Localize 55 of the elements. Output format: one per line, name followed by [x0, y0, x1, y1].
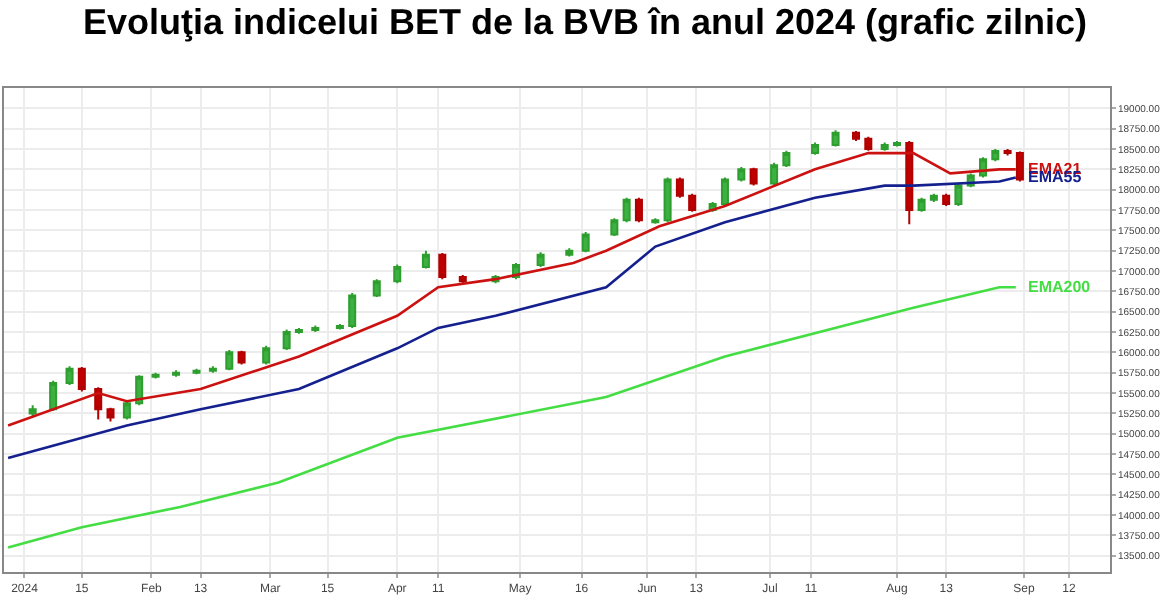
candlestick	[49, 379, 58, 411]
candlestick	[929, 192, 938, 203]
candlestick	[536, 251, 545, 268]
candlestick	[294, 326, 303, 335]
candlestick	[770, 161, 779, 187]
candlestick	[311, 324, 320, 334]
candlestick	[610, 217, 619, 238]
candlestick	[852, 130, 861, 142]
candlestick	[782, 149, 791, 168]
candlestick	[438, 252, 447, 281]
candlestick	[282, 328, 291, 351]
candlestick	[581, 230, 590, 254]
candlestick	[942, 192, 951, 207]
candlestick	[106, 406, 115, 423]
candlestick	[880, 141, 889, 152]
candlestick	[892, 139, 901, 148]
candlestick	[917, 196, 926, 213]
line-series	[6, 151, 1018, 427]
candlestick	[28, 404, 37, 419]
candlestick	[225, 348, 234, 372]
candlestick	[348, 291, 357, 329]
candlestick	[688, 192, 697, 213]
candlestick	[905, 139, 914, 226]
series-label: EMA200	[1028, 278, 1092, 296]
candlestick	[77, 366, 86, 393]
candlestick	[720, 176, 729, 207]
line-series	[6, 176, 1018, 460]
candlestick	[831, 129, 840, 148]
candlestick	[954, 182, 963, 207]
chart-title: Evoluţia indicelui BET de la BVB în anul 2024 (grafic zilnic)	[82, 2, 1088, 43]
candlestick	[749, 166, 758, 187]
candlestick	[565, 247, 574, 258]
candlestick	[811, 141, 820, 156]
candlestick	[634, 196, 643, 224]
candlestick	[393, 263, 402, 285]
candlestick	[172, 369, 181, 378]
candlestick	[421, 249, 430, 270]
candlestick	[65, 365, 74, 386]
candlestick	[864, 135, 873, 152]
candlestick	[737, 165, 746, 183]
candlestick	[335, 322, 344, 331]
line-series	[6, 286, 1018, 549]
candlestick	[208, 365, 217, 374]
candlestick	[237, 349, 246, 366]
candlestick	[622, 196, 631, 224]
candlestick	[991, 148, 1000, 163]
candlestick	[663, 176, 672, 224]
candlestick	[372, 278, 381, 299]
candlestick	[651, 217, 660, 225]
candlestick	[1015, 150, 1024, 183]
candlestick	[675, 176, 684, 199]
candlestick	[262, 344, 271, 366]
candlestick	[1003, 148, 1012, 157]
candlestick	[122, 400, 131, 421]
candlestick	[458, 274, 467, 285]
